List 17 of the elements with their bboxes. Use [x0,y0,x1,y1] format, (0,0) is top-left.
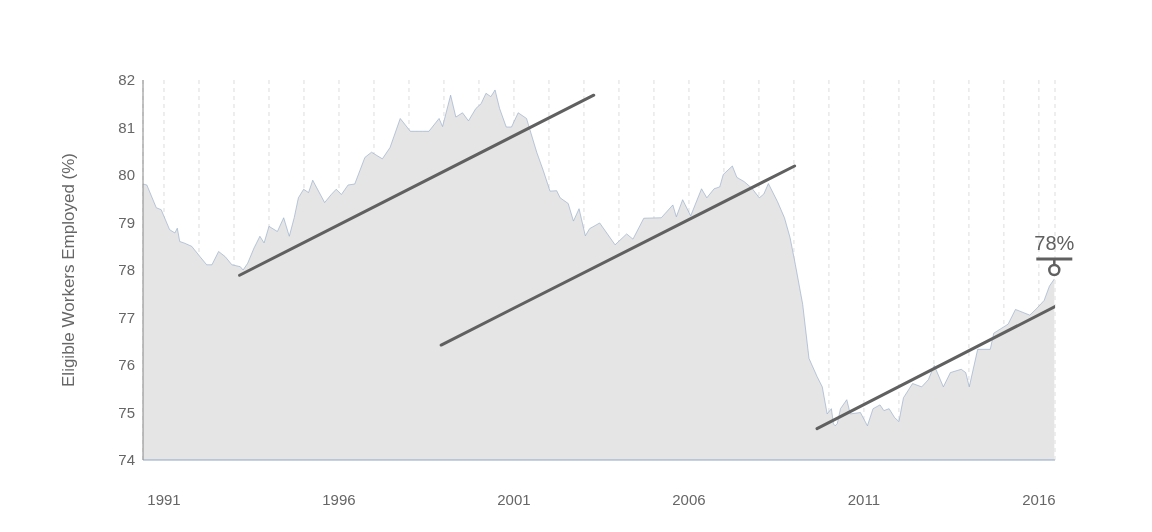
y-tick-label: 75 [118,403,135,421]
y-tick-label: 78 [118,261,135,279]
y-tick-label: 81 [118,118,135,136]
x-tick-label: 2011 [847,490,881,508]
x-tick-label: 2001 [497,490,531,508]
y-tick-label: 76 [118,356,135,374]
x-tick-label: 1996 [322,490,356,508]
y-tick-label: 82 [118,71,135,89]
annotation: 78% [1034,232,1075,254]
x-tick-label: 2016 [1022,490,1056,508]
y-axis-title: Eligible Workers Employed (%) [59,153,79,387]
y-tick-label: 79 [118,213,135,231]
x-tick-label: 2006 [672,490,706,508]
y-tick-label: 74 [118,451,135,469]
y-tick-label: 80 [118,166,135,184]
x-tick-label: 1991 [147,490,181,508]
y-tick-label: 77 [118,308,135,326]
